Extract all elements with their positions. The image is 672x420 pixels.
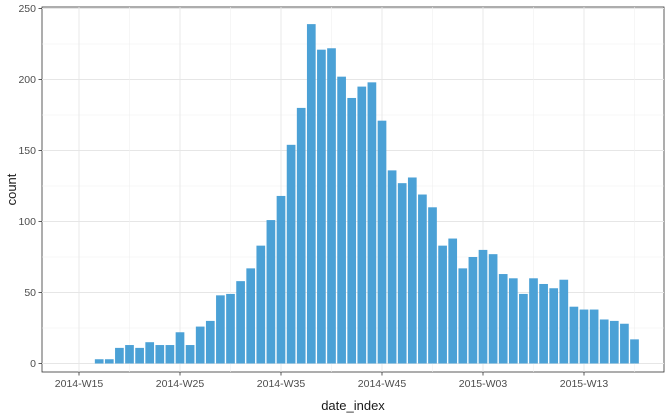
y-tick-label: 200 [18,74,36,86]
bar [630,339,639,364]
bar [620,323,629,364]
bar [508,278,518,364]
bar [246,268,256,364]
bar [337,76,346,364]
bar [569,306,579,364]
bar [559,279,569,364]
bar [155,345,165,364]
bar [458,268,468,364]
bar [195,326,205,364]
bars [94,24,639,364]
bar [266,220,276,364]
bar [539,283,548,364]
bar [317,49,326,364]
bar [115,347,124,364]
y-axis-title: count [4,173,19,205]
y-tick-label: 50 [24,287,36,299]
bar [296,107,306,364]
bar [579,309,589,364]
bar [347,97,357,364]
bar [478,249,488,364]
y-tick-label: 250 [18,3,36,15]
x-axis-title: date_index [321,398,385,413]
bar [205,320,215,364]
bar [327,48,336,364]
bar [226,293,235,364]
x-tick-label: 2014-W25 [156,378,205,390]
bar [104,359,114,364]
bar [185,345,195,364]
bar [407,177,417,364]
bar [286,144,296,364]
bar [599,319,609,364]
axes: 0 50 100 150 200 250 2014-W15 2014-W25 2014-W35 2… [18,3,608,390]
x-tick-label: 2015-W13 [560,378,609,390]
bar [135,347,144,364]
bar [256,245,266,364]
bar [357,86,367,364]
bar [589,309,599,364]
x-tick-label: 2015-W03 [459,378,508,390]
bar [468,257,478,364]
bar [609,320,619,364]
bar [498,274,508,364]
bar [216,295,225,364]
bar [236,281,245,364]
bar [175,332,185,364]
bar [397,183,407,364]
y-tick-label: 100 [18,216,36,228]
bar [529,278,538,364]
bar [549,288,559,364]
bar [428,207,437,364]
x-tick-label: 2014-W45 [358,378,407,390]
y-tick-label: 150 [18,145,36,157]
bar [276,195,286,364]
bar [377,120,387,364]
y-tick-label: 0 [30,358,36,370]
bar [367,82,377,364]
bar [94,359,104,364]
bar [438,245,447,364]
bar [145,342,155,364]
bar [448,238,458,364]
bar [387,170,397,364]
x-tick-label: 2014-W15 [55,378,104,390]
bar [418,194,427,364]
bar [125,345,134,364]
bar [488,254,498,364]
bar [165,345,175,364]
bar [306,24,316,364]
x-tick-label: 2014-W35 [257,378,306,390]
bar [519,293,528,364]
